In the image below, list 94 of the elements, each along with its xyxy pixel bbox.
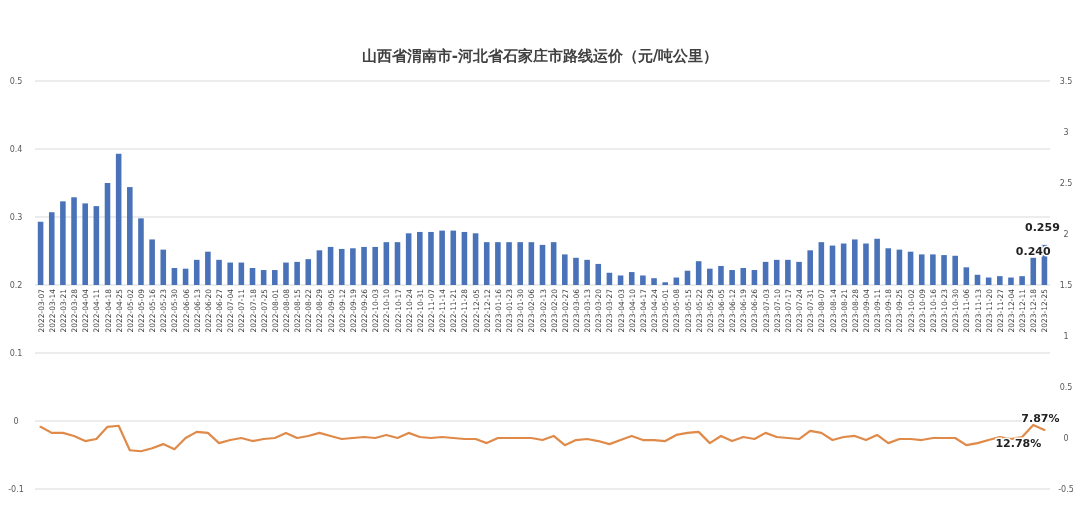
bar — [350, 248, 356, 285]
bar — [104, 183, 111, 285]
bar — [997, 276, 1003, 285]
bar — [417, 231, 423, 285]
y-tick-label: 0.3 — [9, 213, 23, 222]
bar — [205, 251, 211, 285]
y2-tick-label: 3 — [1063, 128, 1069, 137]
bar — [483, 242, 490, 285]
bar — [628, 272, 635, 285]
bar — [918, 254, 925, 285]
bar — [740, 268, 747, 285]
bar — [1030, 257, 1037, 285]
bar — [807, 250, 813, 285]
bar — [941, 255, 947, 285]
y2-tick-label: 2.5 — [1059, 179, 1073, 188]
bar — [818, 242, 825, 285]
bar — [327, 246, 334, 285]
bar — [718, 265, 724, 285]
y2-tick-label: 2 — [1063, 230, 1069, 239]
bar — [863, 243, 869, 285]
y-tick-label: 0 — [13, 417, 19, 426]
y-tick-label: 0.4 — [9, 145, 23, 154]
bar — [48, 212, 55, 285]
bar — [372, 246, 378, 285]
bar — [450, 230, 457, 285]
bar — [1019, 276, 1025, 285]
bar — [294, 261, 300, 285]
bar — [963, 267, 970, 285]
bar — [283, 262, 289, 285]
bar — [550, 242, 557, 285]
bar — [316, 250, 323, 285]
y2-tick-label: -0.5 — [1058, 485, 1074, 494]
bar — [517, 242, 523, 285]
bar — [149, 239, 155, 285]
bar — [785, 259, 791, 285]
bar — [472, 233, 479, 285]
bar — [127, 187, 133, 285]
y2-tick-label: 0 — [1063, 434, 1069, 443]
bar — [562, 254, 568, 285]
bar — [930, 254, 936, 285]
bar — [707, 268, 713, 285]
bar — [1008, 277, 1014, 285]
bar — [595, 263, 602, 285]
bar — [695, 261, 702, 285]
bar — [71, 197, 77, 285]
bar — [160, 249, 167, 285]
data-label: 0.259 — [1025, 220, 1060, 234]
y-tick-label: 0.2 — [9, 281, 23, 290]
bar — [405, 233, 412, 285]
line-series — [39, 423, 1046, 453]
bar — [495, 242, 501, 285]
bar — [93, 206, 100, 285]
chart-title: 山西省渭南市-河北省石家庄市路线运价（元/吨公里） — [361, 47, 719, 65]
bar — [651, 278, 657, 285]
bar — [260, 270, 267, 285]
bar — [216, 259, 222, 285]
bar — [227, 262, 233, 285]
bar — [528, 242, 535, 285]
bar — [361, 246, 367, 285]
bar — [751, 270, 758, 285]
bar — [461, 231, 468, 285]
bar — [617, 275, 624, 285]
bar — [428, 231, 434, 285]
bar — [439, 230, 445, 285]
bar — [383, 242, 390, 285]
y-tick-label: 0.5 — [9, 77, 23, 86]
bar — [662, 282, 668, 285]
bar — [60, 201, 66, 285]
bar — [138, 218, 144, 285]
bar — [272, 270, 278, 285]
data-label: 12.78% — [995, 436, 1042, 450]
bar — [640, 275, 646, 285]
bar — [852, 239, 858, 285]
bar — [584, 259, 590, 285]
bar — [82, 203, 88, 285]
bar — [394, 242, 401, 285]
data-label: 7.87% — [1021, 411, 1060, 425]
bar — [573, 257, 579, 285]
bar — [874, 238, 880, 285]
y2-tick-label: 3.5 — [1059, 77, 1073, 86]
bar — [729, 270, 735, 285]
bar — [338, 248, 345, 285]
bar — [885, 248, 892, 285]
bar — [193, 259, 200, 285]
y2-tick-label: 0.5 — [1059, 383, 1073, 392]
y-tick-label: 0.1 — [9, 349, 23, 358]
bar — [952, 255, 958, 285]
y2-tick-label: 1.5 — [1059, 281, 1073, 290]
bar — [305, 259, 312, 285]
bar — [506, 242, 512, 285]
bar — [773, 259, 780, 285]
y2-tick-label: 1 — [1063, 332, 1069, 341]
bar — [796, 261, 802, 285]
y-tick-label: -0.1 — [8, 485, 24, 494]
